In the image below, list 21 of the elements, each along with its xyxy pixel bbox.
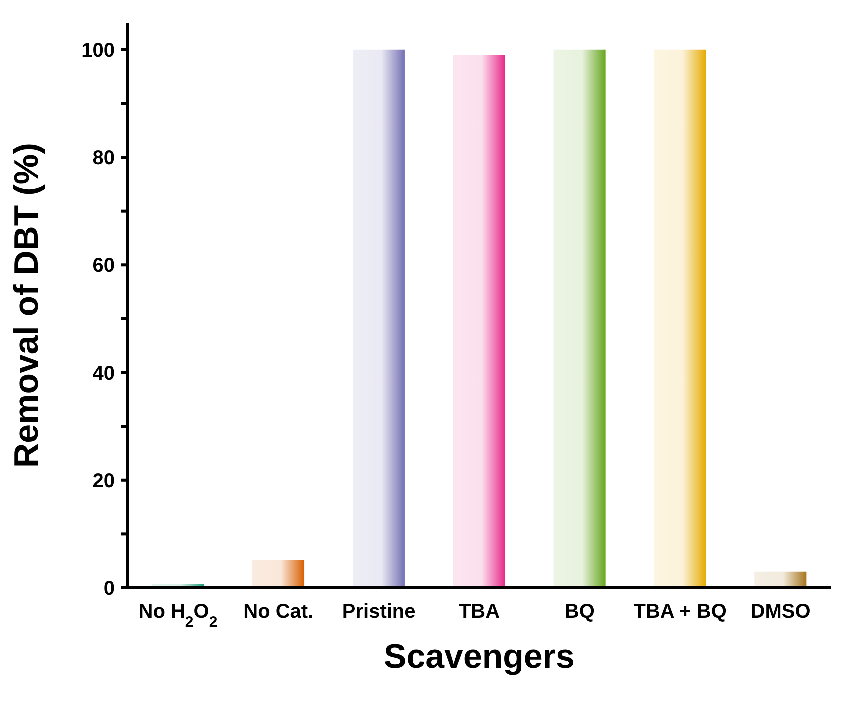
y-tick-label: 0 — [104, 578, 115, 600]
x-tick-label: DMSO — [750, 601, 811, 623]
x-tick-label: TBA — [458, 601, 500, 623]
x-axis-title: Scavengers — [384, 638, 575, 676]
y-axis-title: Removal of DBT (%) — [8, 143, 46, 468]
bar — [453, 55, 506, 588]
y-tick-label: 20 — [92, 470, 115, 492]
bar — [252, 560, 305, 588]
x-tick-label: Pristine — [342, 601, 416, 623]
y-tick-label: 40 — [92, 362, 115, 385]
x-tick-label: BQ — [564, 601, 595, 623]
bar — [754, 572, 807, 588]
y-tick-label: 80 — [92, 148, 115, 170]
x-tick-label: TBA + BQ — [634, 601, 727, 623]
y-tick-label: 60 — [92, 255, 115, 278]
y-tick-label: 100 — [82, 40, 115, 62]
x-tick-label: No H$_{2}$O$_{2}$ — [138, 601, 218, 630]
x-tick-label: No Cat. — [244, 601, 314, 623]
bar — [554, 50, 606, 588]
bar — [352, 50, 405, 588]
bar — [654, 50, 706, 588]
